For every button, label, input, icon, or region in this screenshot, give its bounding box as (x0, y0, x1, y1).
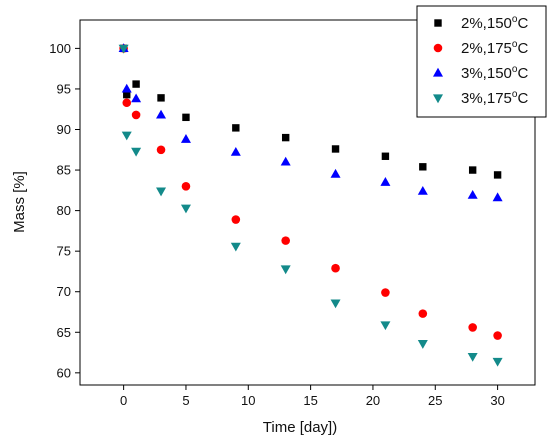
legend-marker (433, 94, 443, 104)
legend-label: 2%,175oC (461, 39, 528, 57)
data-point (121, 131, 132, 141)
y-tick-label: 90 (57, 122, 71, 137)
x-tick-label: 5 (182, 393, 189, 408)
y-tick-label: 70 (57, 284, 71, 299)
legend-label: 3%,175oC (461, 89, 528, 107)
data-point (493, 171, 502, 179)
legend-marker (434, 19, 442, 27)
y-tick-label: 80 (57, 203, 71, 218)
data-point (468, 166, 477, 174)
legend-label: 2%,150oC (461, 14, 528, 32)
data-point (230, 147, 241, 156)
y-axis-label: Mass [%] (11, 171, 28, 233)
data-point (330, 299, 341, 309)
data-point (467, 353, 478, 362)
data-point (180, 134, 191, 143)
x-axis-label: Time [day]) (263, 419, 337, 436)
x-tick-label: 0 (120, 393, 127, 408)
data-point (180, 204, 191, 214)
data-point (181, 181, 191, 191)
data-point (156, 109, 167, 119)
legend-label: 3%,150oC (461, 64, 528, 82)
legend-marker (433, 67, 443, 77)
data-point (417, 185, 428, 195)
data-point (419, 163, 427, 171)
data-point (131, 110, 141, 120)
data-point (331, 263, 340, 273)
data-point (492, 357, 503, 367)
y-tick-label: 65 (57, 325, 71, 340)
data-point (156, 145, 166, 155)
legend: 2%,150oC 2%,175oC 3%,150oC 3%,175oC (416, 5, 547, 118)
data-point (123, 90, 131, 99)
plot-frame (79, 19, 536, 386)
data-point (381, 152, 390, 160)
data-point (380, 177, 391, 186)
x-tick-label: 10 (241, 393, 255, 408)
data-points (118, 43, 503, 367)
data-point (118, 44, 129, 54)
data-point (281, 236, 290, 245)
x-tick-label: 20 (366, 393, 380, 408)
data-point (182, 113, 190, 122)
data-point (157, 94, 165, 102)
y-tick-label: 95 (57, 81, 71, 96)
data-point (281, 133, 290, 142)
data-point (467, 190, 478, 199)
x-tick-label: 30 (490, 393, 504, 408)
data-point (417, 340, 428, 349)
data-point (131, 93, 142, 103)
legend-marker (433, 43, 443, 53)
data-point (493, 331, 502, 340)
x-tick-label: 25 (428, 393, 442, 408)
data-point (132, 80, 140, 88)
data-point (156, 187, 167, 197)
y-tick-label: 75 (57, 244, 71, 259)
data-point (122, 98, 132, 108)
data-point (418, 309, 428, 318)
y-tick-label: 100 (49, 41, 71, 56)
y-axis-ticks: 60 65 70 75 80 85 90 95 100 (49, 41, 80, 380)
data-point (380, 321, 391, 331)
data-point (381, 288, 390, 297)
x-tick-label: 15 (303, 393, 317, 408)
data-point (231, 215, 241, 224)
data-point (230, 242, 241, 252)
data-point (121, 83, 132, 93)
data-point (330, 168, 341, 178)
data-point (280, 265, 291, 275)
data-point (131, 147, 142, 157)
y-tick-label: 60 (57, 365, 71, 380)
y-tick-label: 85 (57, 163, 71, 178)
data-point (280, 156, 291, 166)
data-point (232, 124, 240, 132)
data-point (331, 145, 340, 153)
data-point (468, 323, 477, 332)
data-point (492, 192, 503, 202)
x-axis-ticks: 0 5 10 15 20 25 30 (120, 385, 505, 408)
